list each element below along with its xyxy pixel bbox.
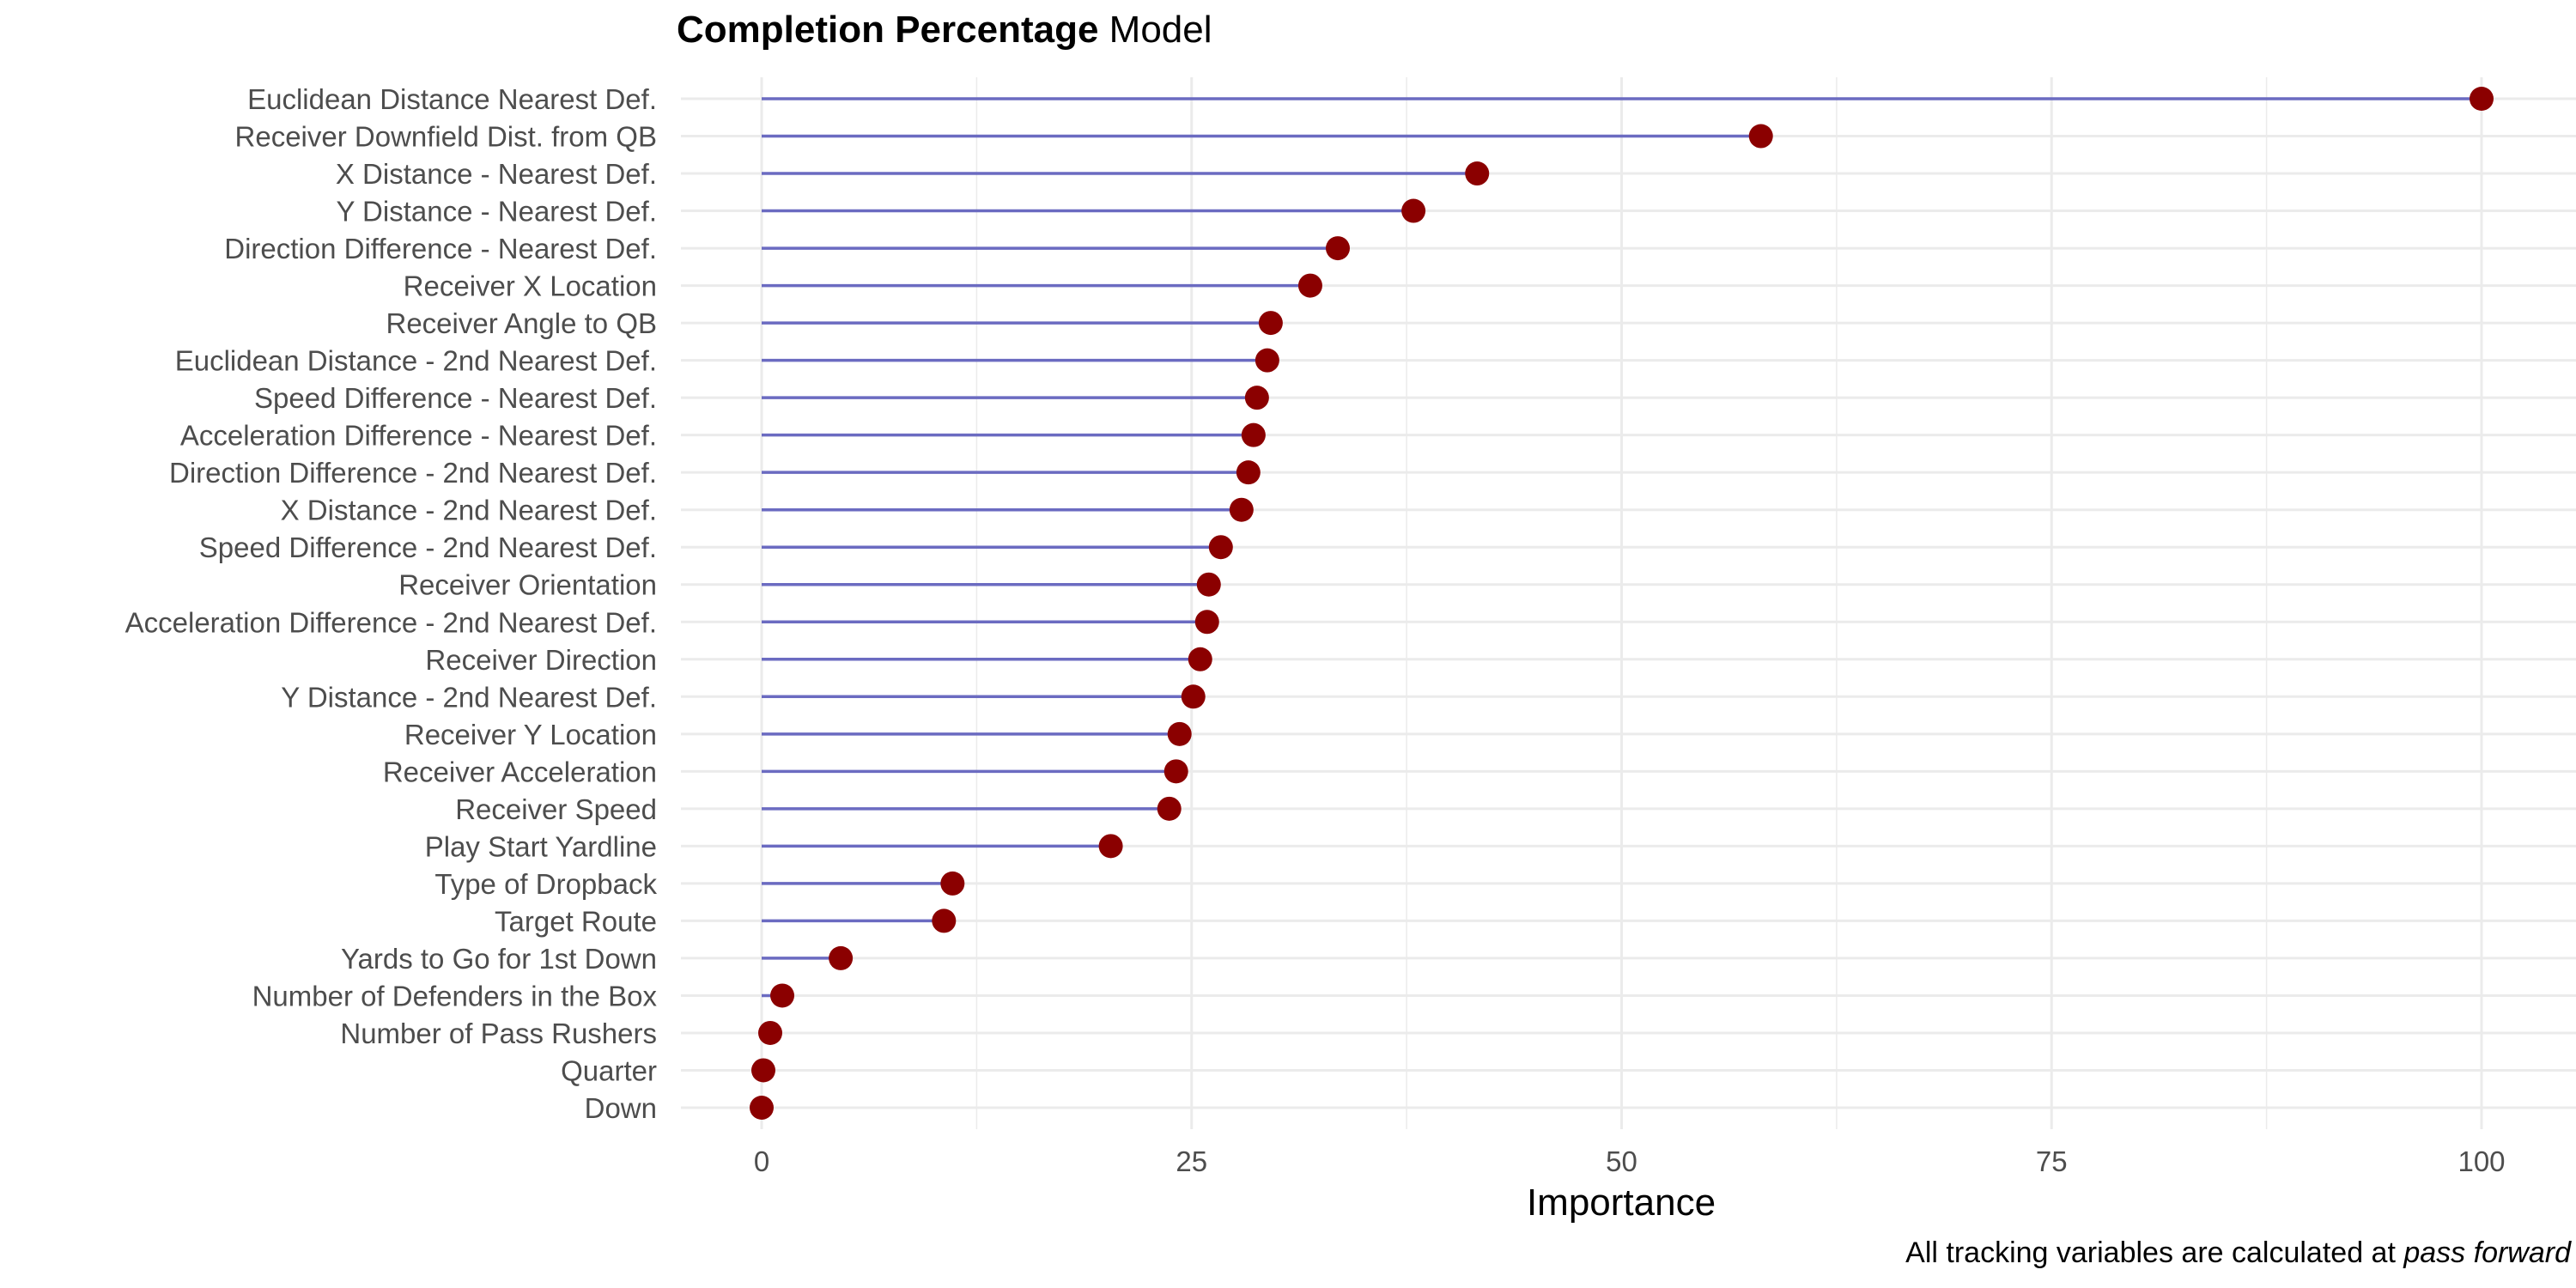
- y-tick-label: Acceleration Difference - 2nd Nearest De…: [125, 606, 657, 638]
- lollipop-point: [1244, 386, 1269, 410]
- y-tick-label: X Distance - Nearest Def.: [336, 158, 657, 190]
- lollipop-point: [1167, 721, 1192, 746]
- y-tick-label: Receiver Downfield Dist. from QB: [235, 121, 657, 153]
- lollipop-point: [1194, 610, 1219, 635]
- segment-layer: [762, 97, 2482, 1072]
- y-tick-label: Number of Defenders in the Box: [252, 980, 658, 1012]
- lollipop-point: [1098, 834, 1123, 859]
- chart-title-rest: Model: [1098, 9, 1212, 51]
- x-tick-label: 100: [2458, 1145, 2505, 1177]
- lollipop-point: [1236, 460, 1261, 485]
- y-tick-label: Receiver Direction: [425, 644, 657, 676]
- lollipop-point: [1229, 497, 1254, 522]
- x-tick-label: 25: [1176, 1145, 1207, 1177]
- lollipop-point: [758, 1020, 783, 1045]
- lollipop-point: [829, 945, 854, 970]
- y-tick-label: Direction Difference - Nearest Def.: [224, 233, 657, 264]
- y-tick-label: Receiver Angle to QB: [386, 307, 658, 339]
- lollipop-point: [1163, 759, 1188, 784]
- chart-title-bold: Completion Percentage: [677, 9, 1099, 51]
- y-tick-label: Receiver Orientation: [398, 569, 657, 601]
- x-tick-label: 50: [1606, 1145, 1637, 1177]
- chart-title: Completion Percentage Model: [677, 9, 1212, 52]
- lollipop-point: [750, 1096, 774, 1120]
- y-tick-label: Euclidean Distance Nearest Def.: [247, 83, 657, 115]
- caption-italic: pass forward: [2403, 1236, 2571, 1269]
- lollipop-point: [1241, 422, 1266, 447]
- y-tick-label: Receiver Y Location: [404, 719, 657, 750]
- y-tick-label: Euclidean Distance - 2nd Nearest Def.: [175, 345, 657, 377]
- y-tick-label: Target Route: [495, 905, 657, 937]
- lollipop-point: [1157, 796, 1182, 821]
- y-tick-label: Speed Difference - Nearest Def.: [254, 382, 657, 414]
- x-tick-label: 0: [754, 1145, 769, 1177]
- lollipop-point: [2470, 87, 2494, 111]
- y-tick-label: Receiver Speed: [455, 793, 657, 825]
- x-axis-title: Importance: [1527, 1182, 1716, 1224]
- grid-layer: [681, 77, 2576, 1129]
- y-tick-label: Type of Dropback: [434, 868, 657, 900]
- lollipop-point: [1465, 161, 1490, 186]
- lollipop-point: [1181, 684, 1206, 709]
- label-layer: Euclidean Distance Nearest Def. Receiver …: [125, 83, 2506, 1177]
- y-tick-label: Receiver X Location: [404, 270, 657, 302]
- y-tick-label: Direction Difference - 2nd Nearest Def.: [169, 457, 657, 489]
- lollipop-point: [1196, 572, 1221, 597]
- caption-text: All tracking variables are calculated at: [1905, 1236, 2404, 1269]
- lollipop-point: [1255, 348, 1279, 373]
- lollipop-point: [940, 871, 965, 896]
- lollipop-point: [1297, 273, 1322, 298]
- y-tick-label: Acceleration Difference - Nearest Def.: [180, 420, 657, 452]
- lollipop-point: [770, 983, 795, 1008]
- lollipop-point: [1188, 647, 1212, 671]
- lollipop-point: [1208, 535, 1233, 560]
- lollipop-point: [1401, 198, 1426, 223]
- lollipop-point: [932, 908, 957, 933]
- y-tick-label: Receiver Acceleration: [383, 756, 657, 787]
- x-tick-label: 75: [2036, 1145, 2068, 1177]
- y-tick-label: Play Start Yardline: [425, 830, 657, 862]
- y-tick-label: Speed Difference - 2nd Nearest Def.: [199, 532, 657, 563]
- point-layer: [750, 87, 2494, 1120]
- y-tick-label: Number of Pass Rushers: [340, 1018, 657, 1049]
- chart-caption: All tracking variables are calculated at…: [1905, 1236, 2571, 1270]
- y-tick-label: X Distance - 2nd Nearest Def.: [281, 495, 657, 526]
- y-tick-label: Quarter: [561, 1054, 657, 1086]
- y-tick-label: Down: [585, 1092, 657, 1124]
- y-tick-label: Yards to Go for 1st Down: [341, 943, 657, 975]
- lollipop-point: [1258, 311, 1283, 336]
- y-tick-label: Y Distance - 2nd Nearest Def.: [281, 681, 657, 713]
- y-tick-label: Y Distance - Nearest Def.: [336, 196, 657, 228]
- lollipop-point: [1326, 236, 1351, 261]
- lollipop-point: [1748, 124, 1773, 149]
- lollipop-point: [751, 1058, 776, 1083]
